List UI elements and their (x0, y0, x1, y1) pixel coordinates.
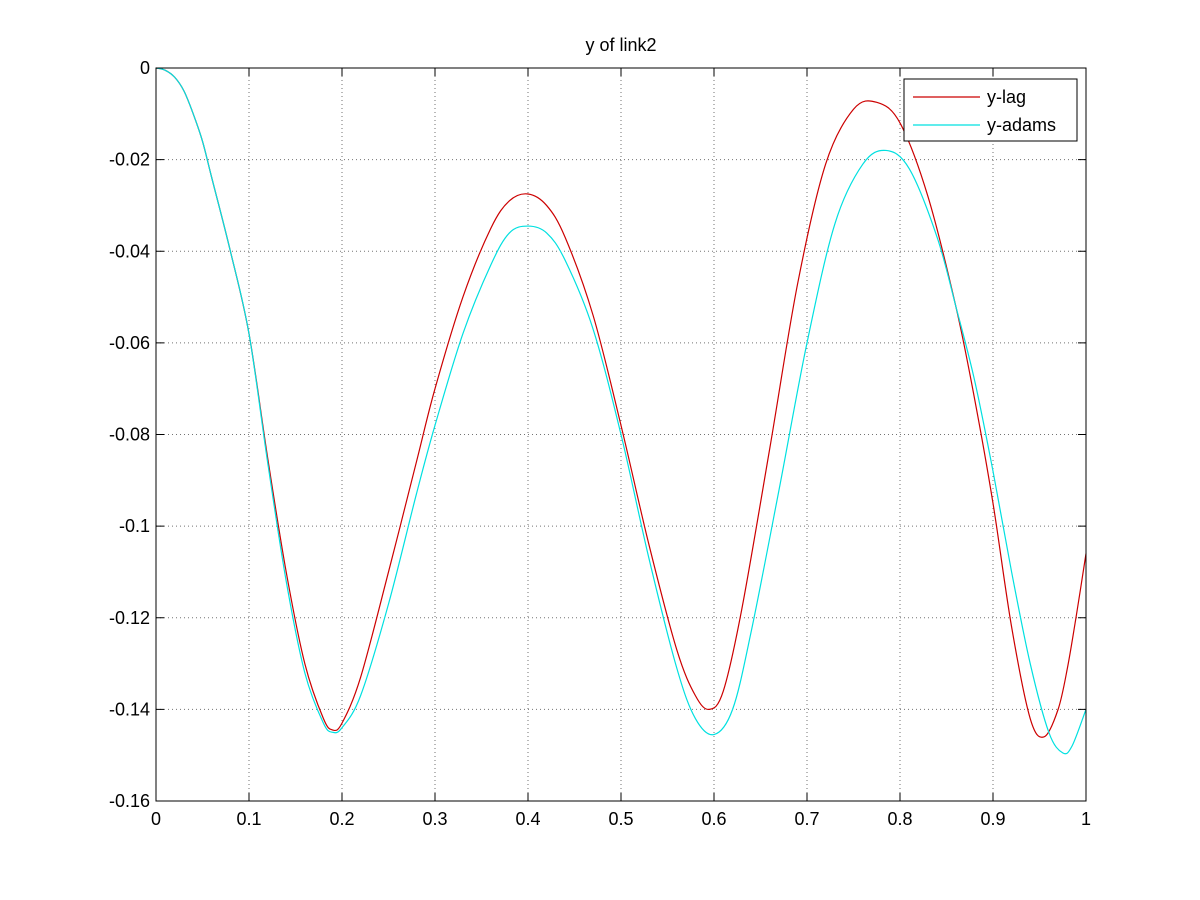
y-tick-label: -0.04 (109, 241, 150, 261)
x-tick-label: 0.9 (980, 809, 1005, 829)
x-tick-label: 0.7 (794, 809, 819, 829)
series-line-y-adams (155, 67, 1087, 755)
y-tick-label: -0.14 (109, 699, 150, 719)
y-tick-label: 0 (140, 58, 150, 78)
y-tick-label: -0.16 (109, 791, 150, 811)
series-layer (155, 67, 1087, 755)
legend-box (903, 78, 1078, 142)
x-tick-label: 0.3 (422, 809, 447, 829)
y-tick-label: -0.08 (109, 425, 150, 445)
y-tick-label: -0.1 (119, 516, 150, 536)
legend-label: y-lag (987, 87, 1026, 107)
ticks: 0 0.1 0.2 0.3 0.4 0.5 0.6 0.7 0.8 0.9 1 0 -0.02 -0.04… (109, 58, 1091, 829)
x-tick-label: 0.4 (515, 809, 540, 829)
x-tick-label: 0.6 (701, 809, 726, 829)
chart-title: y of link2 (585, 35, 656, 55)
x-tick-label: 1 (1081, 809, 1091, 829)
x-tick-label: 0.8 (887, 809, 912, 829)
legend[interactable]: y-lag y-adams (903, 78, 1078, 142)
x-tick-label: 0.1 (236, 809, 261, 829)
y-tick-label: -0.02 (109, 150, 150, 170)
legend-label: y-adams (987, 115, 1056, 135)
x-tick-label: 0.2 (329, 809, 354, 829)
x-tick-label: 0 (151, 809, 161, 829)
y-tick-label: -0.06 (109, 333, 150, 353)
x-tick-label: 0.5 (608, 809, 633, 829)
y-tick-label: -0.12 (109, 608, 150, 628)
